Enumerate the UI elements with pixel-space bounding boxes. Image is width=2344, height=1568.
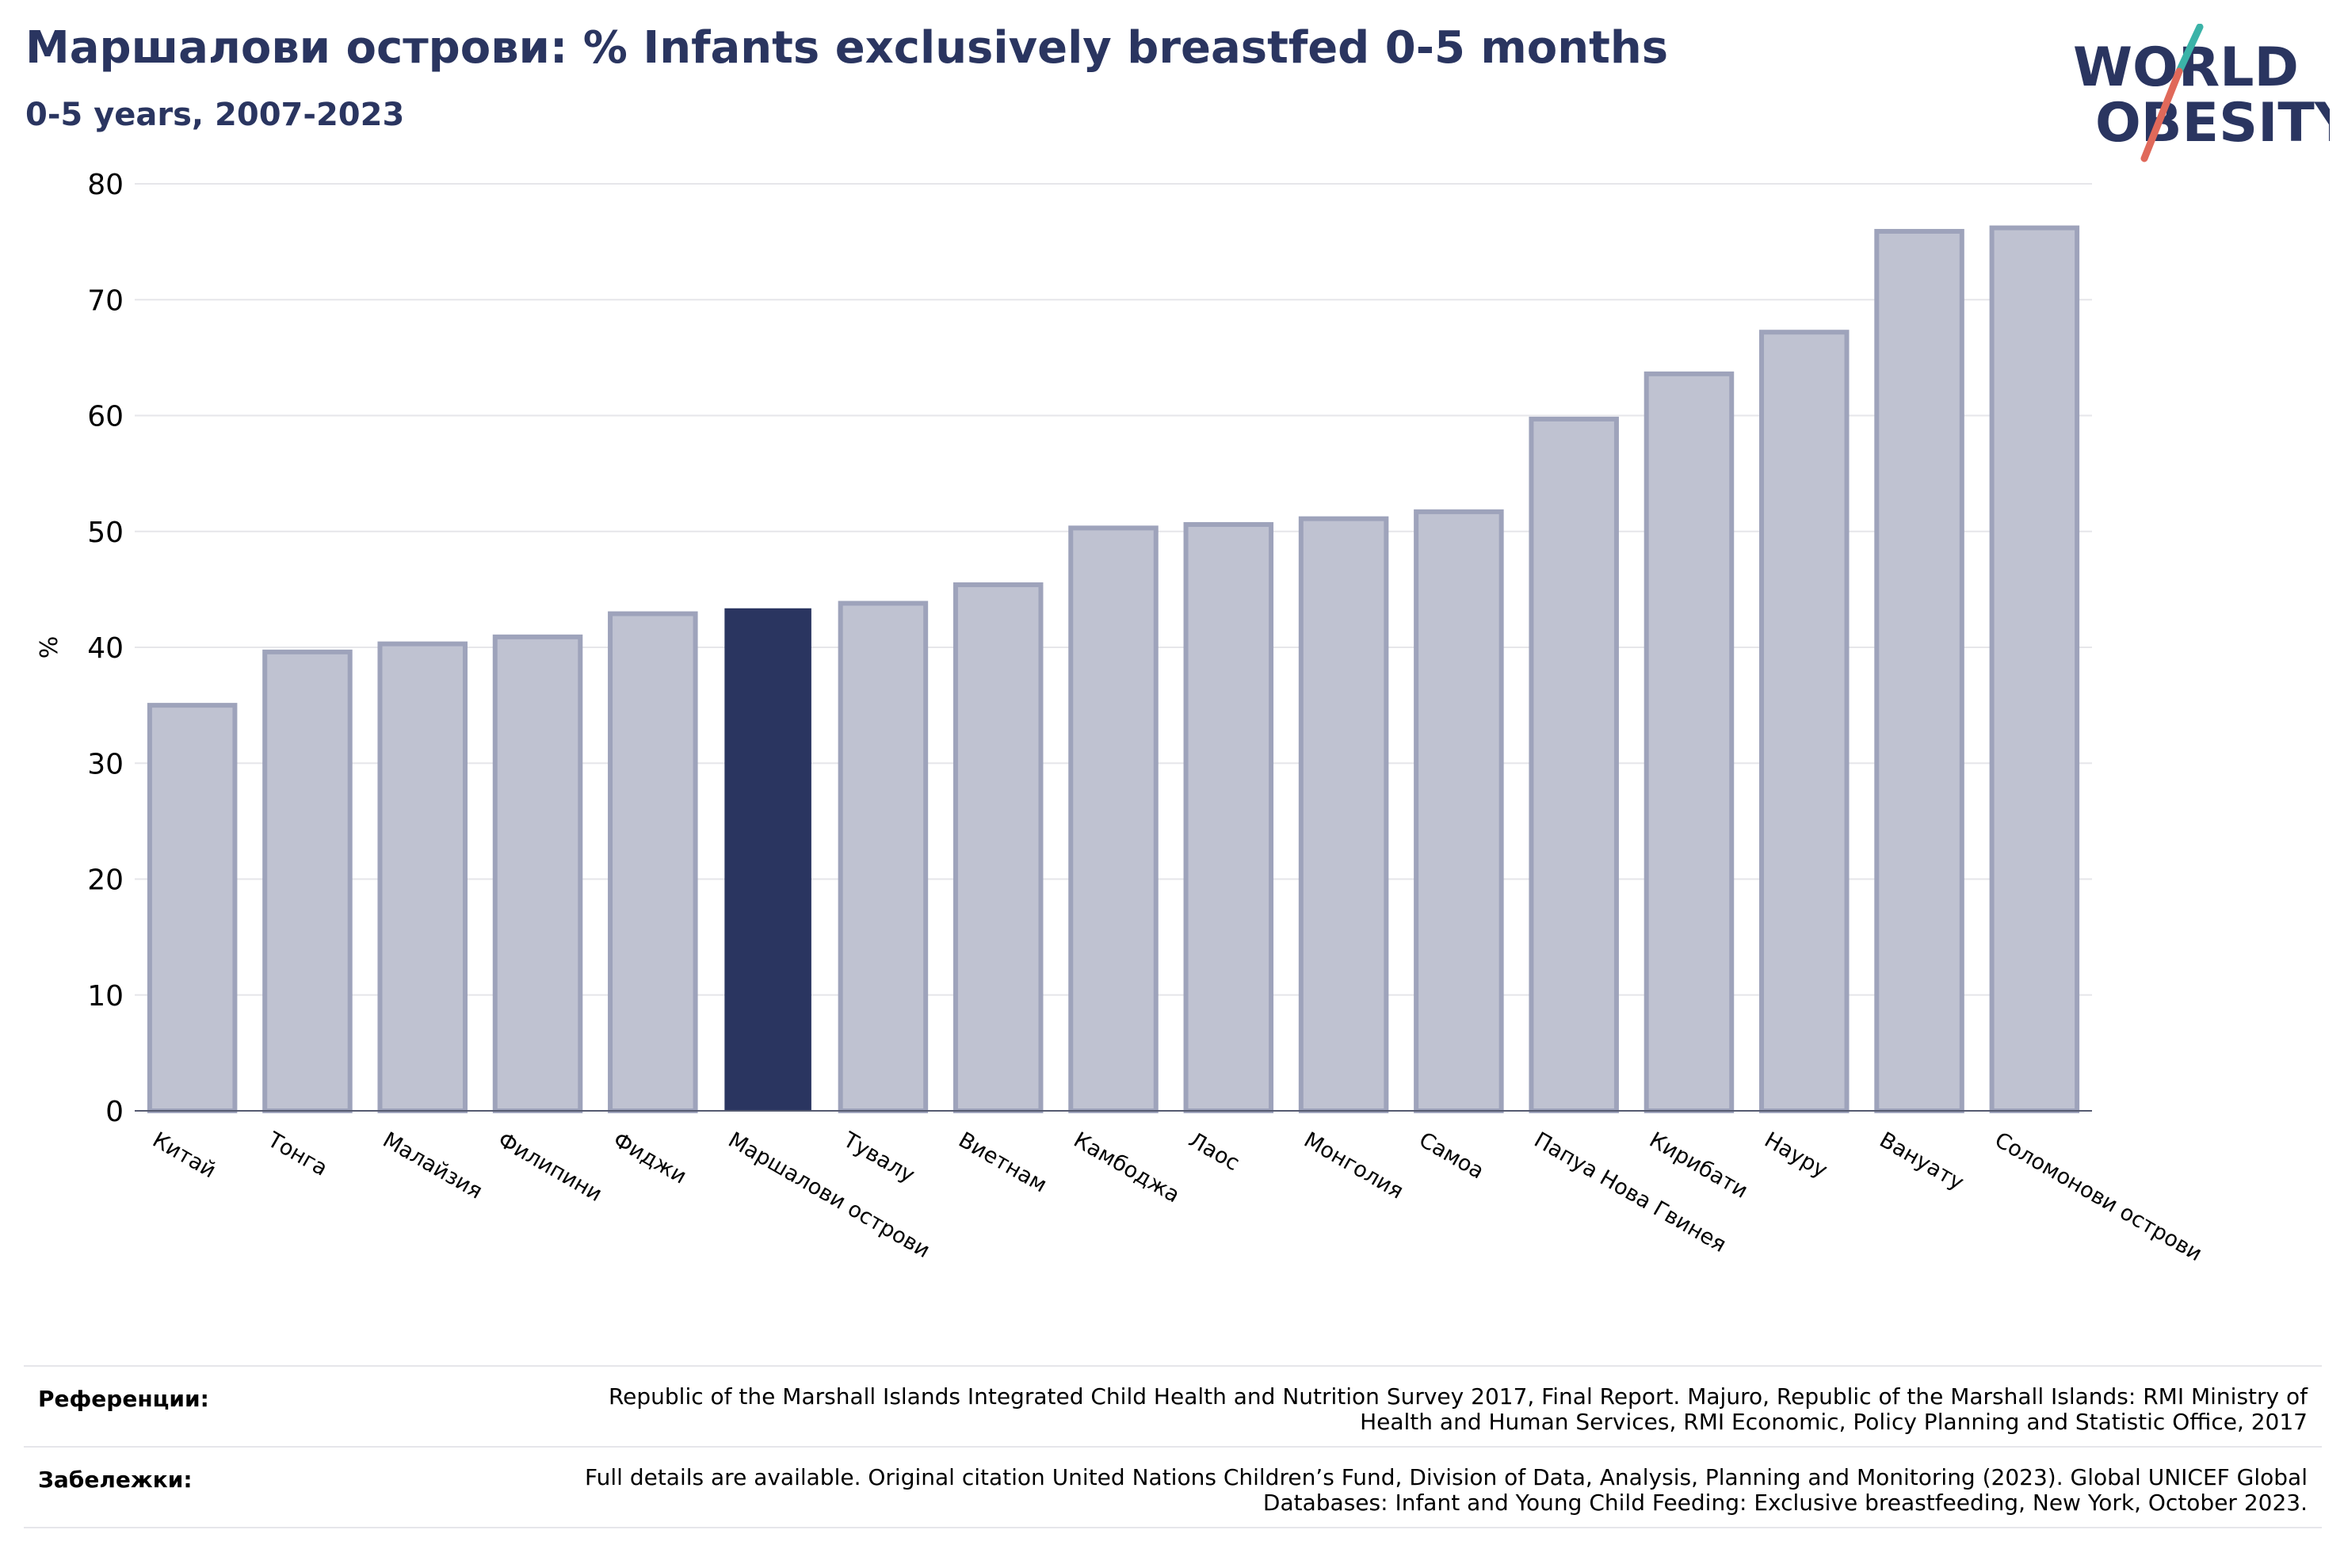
y-tick-label: 50 bbox=[87, 517, 124, 549]
bar bbox=[1529, 416, 1619, 1113]
x-tick-label: Кирибати bbox=[1645, 1127, 1752, 1204]
x-tick-label: Китай bbox=[148, 1127, 220, 1183]
y-tick-label: 0 bbox=[105, 1096, 124, 1128]
y-tick-label: 20 bbox=[87, 864, 124, 897]
x-tick-label: Маршалови острови bbox=[724, 1127, 934, 1263]
x-tick-label: Виетнам bbox=[954, 1127, 1051, 1197]
bar bbox=[838, 601, 929, 1113]
y-tick-label: 60 bbox=[87, 401, 124, 433]
notes-row: Забележки: Full details are available. O… bbox=[24, 1446, 2322, 1528]
bars bbox=[147, 225, 2080, 1114]
bar bbox=[1989, 225, 2080, 1114]
bar bbox=[608, 611, 698, 1113]
footer-table: Референции: Republic of the Marshall Isl… bbox=[24, 1365, 2322, 1528]
x-tick-label: Монголия bbox=[1300, 1127, 1407, 1204]
bar bbox=[1414, 509, 1504, 1113]
y-tick-label: 80 bbox=[87, 169, 124, 201]
x-tick-label: Самоа bbox=[1414, 1127, 1487, 1184]
x-tick-label: Фиджи bbox=[609, 1127, 690, 1189]
x-tick-label: Соломонови острови bbox=[1991, 1127, 2206, 1266]
x-tick-label: Филипини bbox=[494, 1127, 606, 1207]
x-tick-label: Тувалу bbox=[838, 1127, 918, 1188]
notes-label: Забележки: bbox=[38, 1467, 193, 1493]
y-tick-label: 40 bbox=[87, 632, 124, 665]
bar bbox=[1874, 228, 1964, 1113]
x-tick-label: Тонга bbox=[263, 1127, 332, 1181]
references-row: Референции: Republic of the Marshall Isl… bbox=[24, 1365, 2322, 1446]
bar bbox=[147, 703, 238, 1113]
bar bbox=[1298, 516, 1389, 1113]
bar bbox=[1759, 330, 1850, 1113]
x-tick-label: Вануату bbox=[1876, 1127, 1968, 1195]
x-tick-label: Камбоджа bbox=[1070, 1127, 1184, 1207]
chart-subtitle: 0-5 years, 2007-2023 bbox=[25, 97, 405, 133]
logo-word-world: WORLD bbox=[2073, 36, 2299, 99]
bar bbox=[952, 582, 1044, 1113]
bar bbox=[1183, 521, 1274, 1113]
bar bbox=[262, 649, 353, 1113]
y-tick-label: 10 bbox=[87, 980, 124, 1013]
x-tick-label: Малайзия bbox=[379, 1127, 487, 1204]
references-text: Republic of the Marshall Islands Integra… bbox=[608, 1383, 2308, 1435]
bar-highlighted bbox=[724, 608, 811, 1112]
x-axis-ticks: Китай Тонга Малайзия Филипини Фиджи Маршалови… bbox=[148, 1127, 2206, 1267]
logo-word-obesity: OBESITY bbox=[2095, 92, 2330, 155]
references-label: Референции: bbox=[38, 1386, 209, 1412]
bar-chart: 0 10 20 30 40 50 60 70 80 Китай Тонга Малайзия Фили… bbox=[36, 169, 2206, 1267]
bar bbox=[377, 641, 468, 1113]
y-axis-label: % bbox=[36, 636, 63, 659]
y-axis-ticks: 0 10 20 30 40 50 60 70 80 bbox=[87, 169, 124, 1128]
y-tick-label: 70 bbox=[87, 284, 124, 317]
logo-slash-coral bbox=[2140, 67, 2183, 162]
x-tick-label: Лаос bbox=[1185, 1127, 1244, 1176]
bar bbox=[1643, 371, 1735, 1114]
y-tick-label: 30 bbox=[87, 748, 124, 780]
bar bbox=[1068, 525, 1159, 1113]
logo-slash-teal bbox=[2175, 24, 2204, 75]
x-tick-label: Папуа Нова Гвинея bbox=[1530, 1127, 1731, 1257]
chart-title: Маршалови острови: % Infants exclusively… bbox=[25, 22, 1669, 74]
world-obesity-logo: WORLD OBESITY bbox=[2073, 24, 2330, 162]
bar bbox=[492, 634, 583, 1113]
x-tick-label: Науру bbox=[1760, 1127, 1831, 1183]
notes-text: Full details are available. Original cit… bbox=[585, 1464, 2308, 1516]
